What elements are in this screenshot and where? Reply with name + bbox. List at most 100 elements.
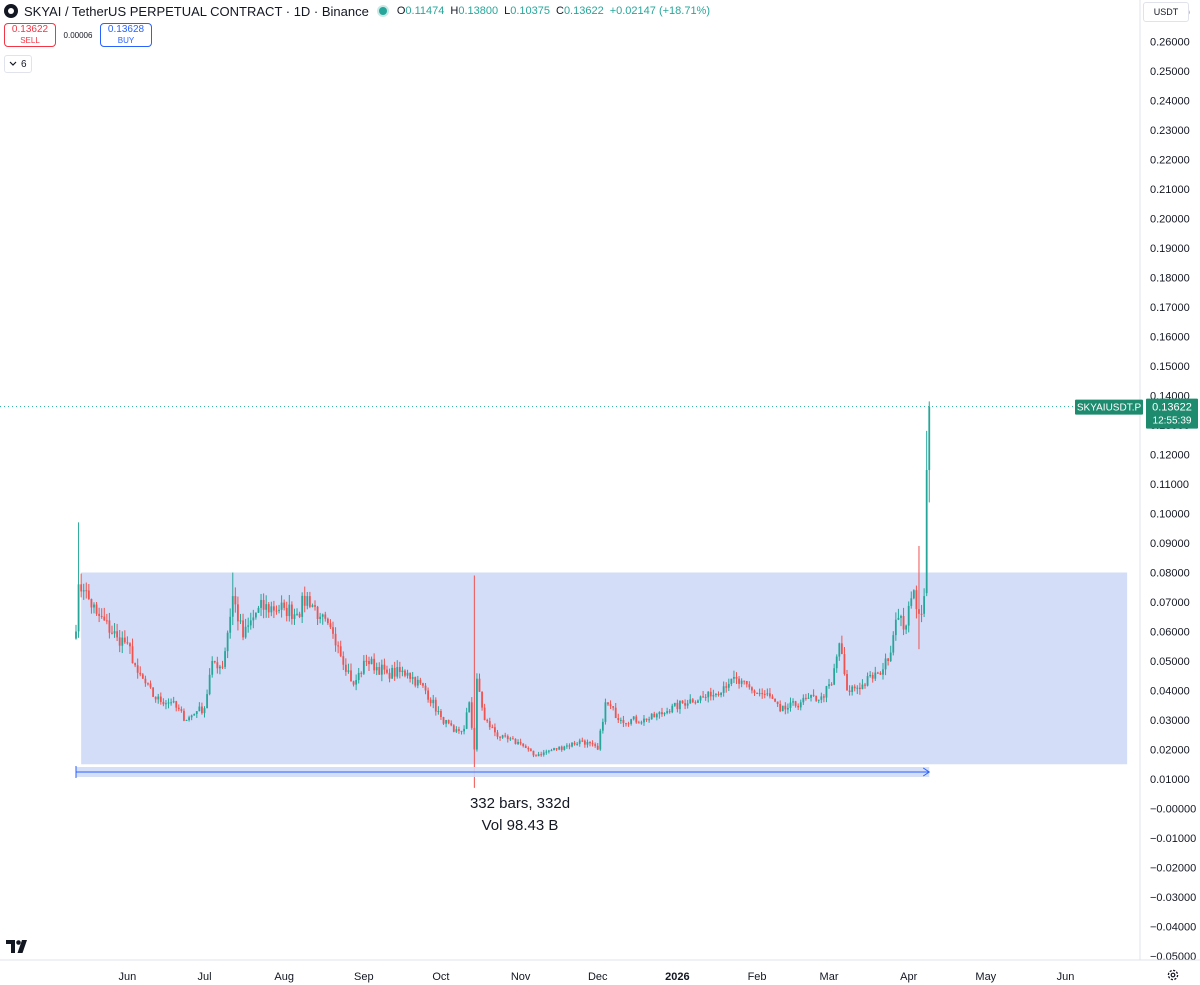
candle[interactable] [375, 667, 378, 671]
candle[interactable] [247, 625, 250, 627]
candle[interactable] [440, 711, 442, 718]
candle[interactable] [237, 604, 239, 622]
candle[interactable] [290, 604, 293, 619]
candle[interactable] [815, 695, 818, 701]
candle[interactable] [116, 631, 119, 638]
candle[interactable] [427, 690, 429, 700]
candle[interactable] [900, 615, 902, 618]
candle[interactable] [344, 664, 347, 672]
candle[interactable] [180, 709, 183, 711]
candle[interactable] [573, 742, 576, 745]
candle[interactable] [748, 684, 751, 688]
candle[interactable] [303, 595, 306, 606]
candle[interactable] [378, 667, 381, 675]
candle[interactable] [147, 683, 149, 685]
candle[interactable] [771, 696, 774, 699]
candle[interactable] [231, 596, 234, 617]
candle[interactable] [370, 658, 373, 665]
candle[interactable] [463, 728, 465, 732]
candle[interactable] [100, 616, 103, 618]
candle[interactable] [717, 693, 720, 696]
candle[interactable] [499, 736, 501, 738]
candle[interactable] [473, 727, 476, 750]
candle[interactable] [568, 745, 571, 747]
candle[interactable] [540, 754, 543, 756]
candle[interactable] [694, 702, 697, 704]
candle[interactable] [751, 687, 753, 691]
candle[interactable] [707, 691, 710, 698]
candle[interactable] [311, 605, 314, 607]
candle[interactable] [154, 696, 157, 700]
candle[interactable] [799, 702, 802, 708]
candle[interactable] [159, 696, 162, 702]
candle[interactable] [334, 633, 337, 646]
candle[interactable] [892, 635, 895, 653]
candle[interactable] [85, 590, 88, 592]
candle[interactable] [869, 674, 872, 677]
candle[interactable] [673, 702, 676, 706]
candle[interactable] [522, 743, 525, 746]
candle[interactable] [553, 748, 555, 751]
candle[interactable] [252, 617, 255, 621]
candle[interactable] [779, 703, 782, 712]
candle[interactable] [514, 738, 517, 744]
candle[interactable] [190, 715, 193, 718]
candle[interactable] [391, 667, 394, 679]
candle[interactable] [915, 590, 918, 610]
candle[interactable] [136, 665, 139, 673]
candle[interactable] [393, 667, 396, 677]
candle[interactable] [388, 672, 391, 679]
candle[interactable] [108, 620, 111, 633]
candle[interactable] [828, 684, 830, 687]
candle[interactable] [488, 721, 491, 728]
candle[interactable] [928, 406, 931, 471]
candle[interactable] [332, 627, 334, 634]
candle[interactable] [637, 722, 640, 724]
candle[interactable] [627, 723, 630, 725]
candle[interactable] [601, 721, 604, 731]
candle[interactable] [763, 693, 766, 695]
candle[interactable] [177, 707, 180, 710]
candle[interactable] [668, 711, 671, 713]
candle[interactable] [432, 699, 435, 704]
candle[interactable] [583, 740, 586, 745]
candle[interactable] [761, 693, 764, 695]
candle[interactable] [270, 606, 273, 613]
candle[interactable] [365, 660, 368, 662]
candle[interactable] [802, 697, 805, 703]
candle[interactable] [604, 702, 607, 722]
candle[interactable] [784, 705, 787, 710]
candle[interactable] [843, 654, 846, 675]
candle[interactable] [193, 714, 196, 716]
candle[interactable] [396, 667, 399, 677]
candle[interactable] [149, 683, 152, 688]
candle[interactable] [167, 702, 170, 704]
candle[interactable] [547, 750, 550, 752]
candle[interactable] [740, 680, 743, 684]
candle[interactable] [87, 590, 90, 600]
candle[interactable] [265, 604, 268, 610]
candle[interactable] [126, 642, 129, 644]
candle[interactable] [635, 716, 638, 723]
candle[interactable] [645, 718, 648, 720]
candle[interactable] [165, 703, 167, 705]
candle[interactable] [326, 618, 329, 624]
candle[interactable] [339, 646, 342, 657]
candle[interactable] [118, 637, 121, 646]
candle[interactable] [774, 698, 776, 702]
candle[interactable] [113, 631, 116, 634]
candle[interactable] [208, 674, 211, 695]
candle[interactable] [98, 613, 101, 617]
candle[interactable] [766, 693, 769, 695]
candle[interactable] [139, 672, 142, 675]
candle[interactable] [720, 692, 722, 696]
candle[interactable] [527, 748, 530, 750]
candle[interactable] [419, 679, 422, 684]
candle[interactable] [745, 680, 748, 685]
candle[interactable] [362, 660, 365, 674]
candle[interactable] [229, 616, 232, 633]
candle[interactable] [105, 620, 108, 622]
candle[interactable] [373, 658, 376, 671]
candle[interactable] [416, 679, 419, 686]
candle[interactable] [876, 672, 879, 674]
